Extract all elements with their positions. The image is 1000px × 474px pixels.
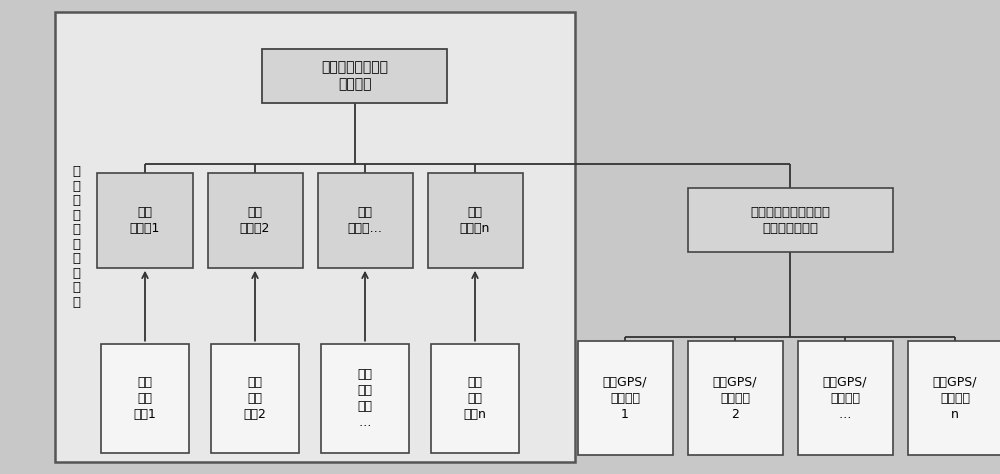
Bar — [318, 173, 413, 268]
Text: 路口
信号机2: 路口 信号机2 — [240, 206, 270, 235]
Bar — [321, 344, 409, 453]
Bar — [688, 341, 782, 455]
Bar — [262, 49, 447, 103]
Bar — [428, 173, 522, 268]
Text: 固定
检测
器组1: 固定 检测 器组1 — [134, 376, 156, 420]
Text: 车载GPS/
北斗终端
1: 车载GPS/ 北斗终端 1 — [603, 376, 647, 420]
Bar — [798, 341, 893, 455]
Text: 路口
信号机…: 路口 信号机… — [348, 206, 382, 235]
Text: 固定
检测
器组
…: 固定 检测 器组 … — [358, 368, 372, 428]
Bar — [55, 12, 575, 462]
Bar — [578, 341, 672, 455]
Bar — [97, 173, 192, 268]
Bar — [208, 173, 302, 268]
Bar — [101, 344, 189, 453]
Bar — [211, 344, 299, 453]
Text: 路
网
交
通
优
化
控
制
系
统: 路 网 交 通 优 化 控 制 系 统 — [72, 165, 80, 309]
Text: 路口
信号机n: 路口 信号机n — [460, 206, 490, 235]
Text: 路口
信号机1: 路口 信号机1 — [130, 206, 160, 235]
Text: 车载GPS/
北斗终端
2: 车载GPS/ 北斗终端 2 — [713, 376, 757, 420]
Bar — [431, 344, 519, 453]
Text: 固定
检测
器组n: 固定 检测 器组n — [464, 376, 486, 420]
Text: 车载GPS/
北斗终端
n: 车载GPS/ 北斗终端 n — [933, 376, 977, 420]
Text: 车载终端上端服务系统
（第三方系统）: 车载终端上端服务系统 （第三方系统） — [750, 206, 830, 235]
Text: 路网交通优化控制
中心系统: 路网交通优化控制 中心系统 — [322, 60, 388, 91]
Bar — [688, 189, 893, 252]
Text: 固定
检测
器组2: 固定 检测 器组2 — [244, 376, 266, 420]
Text: 车载GPS/
北斗终端
…: 车载GPS/ 北斗终端 … — [823, 376, 867, 420]
Bar — [908, 341, 1000, 455]
